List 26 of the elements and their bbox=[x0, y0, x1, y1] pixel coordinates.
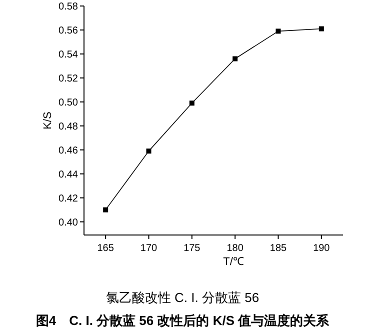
y-tick-label: 0.44 bbox=[58, 169, 78, 180]
y-tick-label: 0.40 bbox=[58, 217, 78, 228]
y-tick-label: 0.48 bbox=[58, 121, 78, 132]
point bbox=[276, 28, 281, 34]
y-tick-label: 0.58 bbox=[58, 2, 78, 12]
point bbox=[189, 100, 194, 106]
point bbox=[146, 148, 152, 154]
point bbox=[318, 26, 324, 32]
y-tick-label: 0.52 bbox=[58, 73, 78, 84]
y-tick-label: 0.46 bbox=[58, 145, 78, 156]
x-tick-label: 185 bbox=[270, 243, 288, 254]
x-tick-label: 190 bbox=[313, 243, 330, 254]
y-tick-label: 0.54 bbox=[58, 49, 78, 60]
x-tick-label: 165 bbox=[97, 243, 114, 254]
x-tick-label: 170 bbox=[140, 243, 158, 254]
text: 氯乙酸改性 C. I. 分散蓝 56 bbox=[106, 290, 260, 305]
y-tick-label: 0.56 bbox=[58, 25, 78, 36]
y-tick-label: 0.42 bbox=[58, 193, 78, 204]
y-tick-label: 0.50 bbox=[58, 97, 78, 108]
text: 图4 C. I. 分散蓝 56 改性后的 K/S 值与温度的关系 bbox=[36, 313, 330, 328]
x-axis-title: T/℃ bbox=[223, 256, 244, 268]
x-tick-label: 175 bbox=[184, 243, 201, 254]
point bbox=[232, 56, 238, 62]
x-tick-label: 180 bbox=[226, 243, 244, 254]
point bbox=[103, 207, 108, 212]
y-axis-title: K/S bbox=[42, 112, 54, 130]
